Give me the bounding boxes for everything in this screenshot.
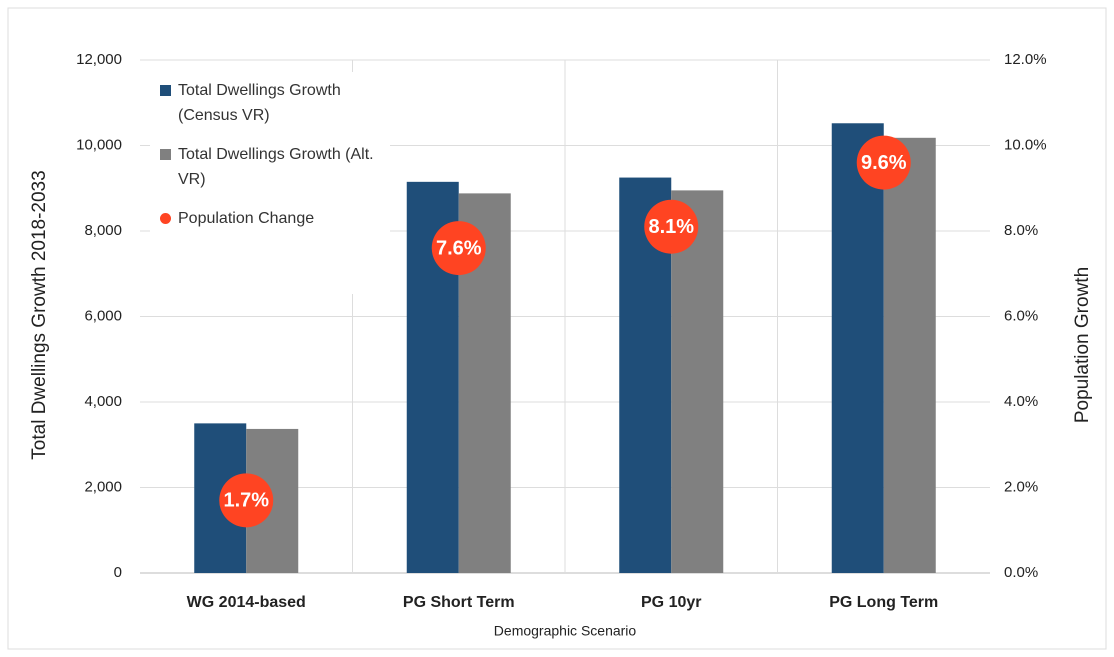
data-label: 1.7%	[223, 490, 269, 512]
population-dot	[431, 221, 486, 276]
population-dot	[644, 199, 699, 254]
y2-tick-label: 2.0%	[1004, 478, 1038, 495]
y2-tick-label: 6.0%	[1004, 307, 1038, 324]
x-tick-label: PG Long Term	[829, 594, 938, 611]
frame	[7, 7, 1107, 650]
bar	[831, 123, 884, 574]
y-tick-label: 4,000	[84, 393, 122, 410]
data-label: 8.1%	[648, 216, 694, 238]
data-label: 7.6%	[436, 237, 482, 259]
x-axis-label: Demographic Scenario	[494, 623, 637, 639]
y-axis-label: Total Dwellings Growth 2018-2033	[29, 170, 50, 459]
y2-tick-label: 10.0%	[1004, 136, 1047, 153]
legend-swatch	[160, 149, 171, 160]
x-tick-label: PG Short Term	[403, 594, 515, 611]
bar	[671, 190, 724, 573]
legend-label: Total Dwellings Growth (Census VR)	[178, 82, 341, 124]
y2-tick-label: 12.0%	[1004, 51, 1047, 68]
y2-axis-label: Population Growth	[1072, 267, 1093, 423]
y-tick-label: 2,000	[84, 478, 122, 495]
bar	[883, 137, 936, 573]
y-tick-label: 0	[114, 564, 122, 581]
y-tick-label: 12,000	[76, 51, 122, 68]
legend-swatch	[160, 213, 171, 224]
legend-label: Total Dwellings Growth (Alt. VR)	[178, 146, 374, 188]
data-label: 9.6%	[861, 152, 907, 174]
legend-item: Total Dwellings Growth (Alt. VR)	[160, 142, 393, 192]
y2-tick-label: 4.0%	[1004, 393, 1038, 410]
x-tick-label: WG 2014-based	[187, 594, 306, 611]
legend-item: Total Dwellings Growth (Census VR)	[160, 78, 393, 128]
y2-tick-label: 8.0%	[1004, 222, 1038, 239]
legend-item: Population Change	[160, 206, 393, 231]
legend: Total Dwellings Growth (Census VR) Total …	[150, 72, 390, 294]
legend-swatch	[160, 85, 171, 96]
x-tick-label: PG 10yr	[641, 594, 701, 611]
y-tick-label: 8,000	[84, 222, 122, 239]
population-dot	[856, 135, 911, 190]
y-tick-label: 10,000	[76, 136, 122, 153]
population-dot	[219, 473, 274, 528]
legend-label: Population Change	[178, 210, 315, 227]
y-tick-label: 6,000	[84, 307, 122, 324]
y2-tick-label: 0.0%	[1004, 564, 1038, 581]
